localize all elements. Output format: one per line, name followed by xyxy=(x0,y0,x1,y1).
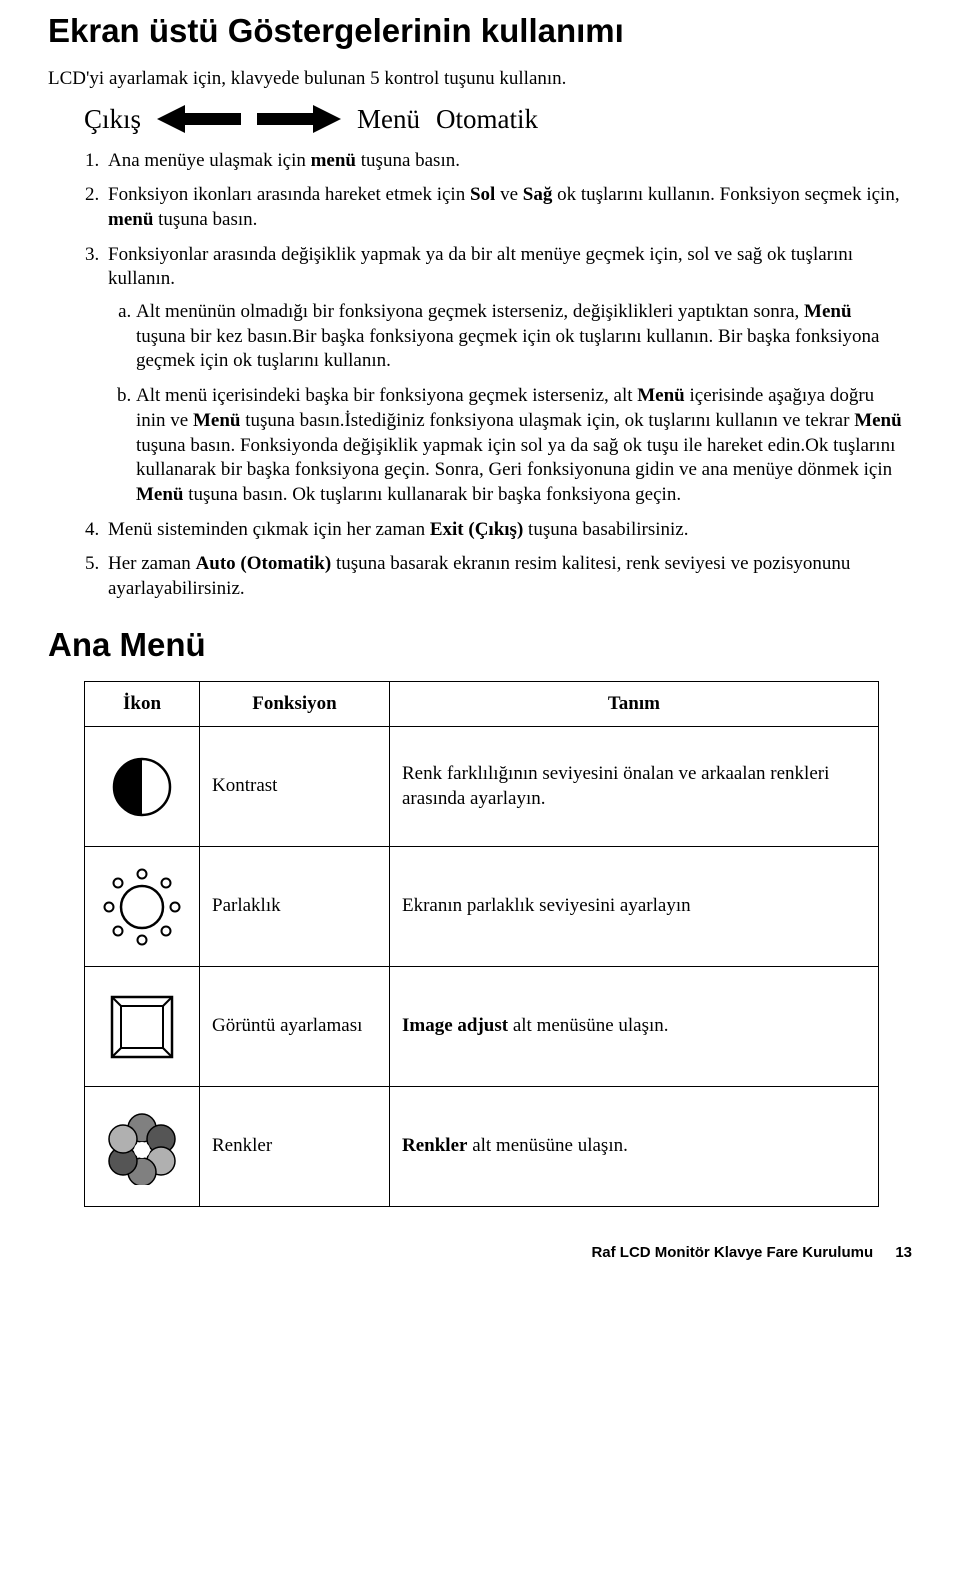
image-adjust-icon xyxy=(85,967,200,1087)
page-number: 13 xyxy=(895,1244,912,1261)
step-3b: Alt menü içerisindeki başka bir fonksiyo… xyxy=(136,384,904,507)
col-icon: İkon xyxy=(85,681,200,727)
s3a-c: tuşuna bir kez basın.Bir başka fonksiyon… xyxy=(136,326,880,372)
step-2-d: Sağ xyxy=(523,184,553,205)
colors-icon xyxy=(85,1087,200,1207)
intro-text: LCD'yi ayarlamak için, klavyede bulunan … xyxy=(48,67,912,92)
step-3-text: Fonksiyonlar arasında değişiklik yapmak … xyxy=(108,244,853,290)
row0-desc: Renk farklılığının seviyesini önalan ve … xyxy=(390,727,879,847)
s5-a: Her zaman xyxy=(108,553,196,574)
page-title: Ekran üstü Göstergelerinin kullanımı xyxy=(48,10,912,53)
step-2: Fonksiyon ikonları arasında hareket etme… xyxy=(104,183,904,232)
s3b-h: Menü xyxy=(136,484,184,505)
section-ana-menu: Ana Menü xyxy=(48,624,912,667)
footer-text: Raf LCD Monitör Klavye Fare Kurulumu xyxy=(591,1244,873,1261)
step-2-b: Sol xyxy=(470,184,495,205)
step-2-a: Fonksiyon ikonları arasında hareket etme… xyxy=(108,184,470,205)
step-1: Ana menüye ulaşmak için menü tuşuna bası… xyxy=(104,149,904,174)
table-row: Kontrast Renk farklılığının seviyesini ö… xyxy=(85,727,879,847)
s3b-b: Menü xyxy=(637,385,685,406)
row1-desc: Ekranın parlaklık seviyesini ayarlayın xyxy=(390,847,879,967)
row0-func: Kontrast xyxy=(200,727,390,847)
row2-func: Görüntü ayarlaması xyxy=(200,967,390,1087)
step-1-b: menü xyxy=(311,150,356,171)
step-5: Her zaman Auto (Otomatik) tuşuna basarak… xyxy=(104,552,904,601)
row2-desc: Image adjust alt menüsüne ulaşın. xyxy=(390,967,879,1087)
table-header-row: İkon Fonksiyon Tanım xyxy=(85,681,879,727)
auto-label: Otomatik xyxy=(436,102,538,137)
s4-a: Menü sisteminden çıkmak için her zaman xyxy=(108,519,430,540)
menu-label: Menü xyxy=(357,102,420,137)
step-3-sublist: Alt menünün olmadığı bir fonksiyona geçm… xyxy=(136,300,904,508)
col-func: Fonksiyon xyxy=(200,681,390,727)
row2-desc-a: Image adjust xyxy=(402,1015,508,1036)
controls-row: Çıkış Menü Otomatik xyxy=(84,102,912,137)
row3-func: Renkler xyxy=(200,1087,390,1207)
s3b-i: tuşuna basın. Ok tuşlarını kullanarak bi… xyxy=(184,484,682,505)
s3b-a: Alt menü içerisindeki başka bir fonksiyo… xyxy=(136,385,637,406)
step-2-e: ok tuşlarını kullanın. Fonksiyon seçmek … xyxy=(552,184,899,205)
s3b-f: Menü xyxy=(854,410,902,431)
step-1-c: tuşuna basın. xyxy=(356,150,460,171)
s3a-b: Menü xyxy=(804,301,852,322)
row3-desc-b: alt menüsüne ulaşın. xyxy=(467,1135,627,1156)
step-2-c: ve xyxy=(495,184,522,205)
s4-b: Exit (Çıkış) xyxy=(430,519,523,540)
step-2-g: tuşuna basın. xyxy=(153,209,257,230)
main-menu-table: İkon Fonksiyon Tanım Kontrast Renk farkl… xyxy=(84,681,879,1208)
col-desc: Tanım xyxy=(390,681,879,727)
page-footer: Raf LCD Monitör Klavye Fare Kurulumu 13 xyxy=(48,1243,912,1263)
step-1-a: Ana menüye ulaşmak için xyxy=(108,150,311,171)
step-3: Fonksiyonlar arasında değişiklik yapmak … xyxy=(104,243,904,508)
table-row: Görüntü ayarlaması Image adjust alt menü… xyxy=(85,967,879,1087)
contrast-icon xyxy=(85,727,200,847)
step-2-f: menü xyxy=(108,209,153,230)
exit-label: Çıkış xyxy=(84,102,141,137)
row3-desc: Renkler alt menüsüne ulaşın. xyxy=(390,1087,879,1207)
s5-b: Auto (Otomatik) xyxy=(196,553,332,574)
s4-c: tuşuna basabilirsiniz. xyxy=(523,519,688,540)
step-4: Menü sisteminden çıkmak için her zaman E… xyxy=(104,518,904,543)
s3a-a: Alt menünün olmadığı bir fonksiyona geçm… xyxy=(136,301,804,322)
row1-func: Parlaklık xyxy=(200,847,390,967)
brightness-icon xyxy=(85,847,200,967)
s3b-d: Menü xyxy=(193,410,241,431)
row3-desc-a: Renkler xyxy=(402,1135,467,1156)
row2-desc-b: alt menüsüne ulaşın. xyxy=(508,1015,668,1036)
s3b-e: tuşuna basın.İstediğiniz fonksiyona ulaş… xyxy=(241,410,855,431)
table-row: Parlaklık Ekranın parlaklık seviyesini a… xyxy=(85,847,879,967)
arrow-right-icon xyxy=(257,105,341,133)
s3b-g: tuşuna basın. Fonksiyonda değişiklik yap… xyxy=(136,435,895,481)
arrow-left-icon xyxy=(157,105,241,133)
table-row: Renkler Renkler alt menüsüne ulaşın. xyxy=(85,1087,879,1207)
steps-list: Ana menüye ulaşmak için menü tuşuna bası… xyxy=(104,149,904,602)
step-3a: Alt menünün olmadığı bir fonksiyona geçm… xyxy=(136,300,904,374)
